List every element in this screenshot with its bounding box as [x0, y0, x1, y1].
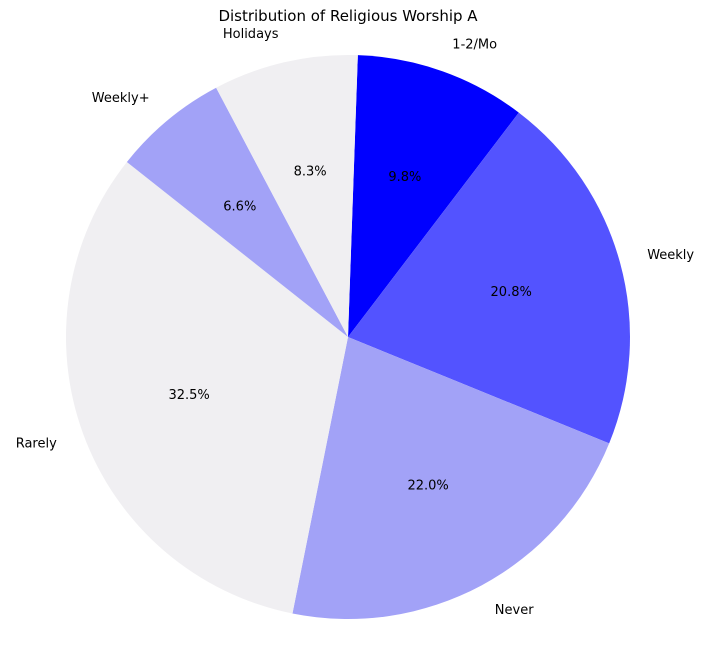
slice-label-rarely: Rarely [16, 436, 57, 451]
percent-label-holidays: 8.3% [294, 165, 327, 180]
pie-slice-1-2-mo [348, 55, 519, 338]
pie-slice-rarely [65, 161, 348, 614]
slice-label-1-2-mo: 1-2/Mo [452, 37, 497, 52]
percent-label-weekly: 20.8% [491, 285, 532, 300]
chart-title: Distribution of Religious Worship A [218, 7, 478, 25]
percent-label-never: 22.0% [407, 479, 448, 494]
pie-slice-never [292, 337, 610, 620]
slice-label-never: Never [495, 603, 534, 618]
pie-slice-weekly [126, 87, 348, 337]
percent-label-1-2-mo: 9.8% [388, 170, 421, 185]
slice-label-weekly: Weekly [647, 248, 694, 263]
pie-slice-weekly [348, 112, 630, 444]
slice-labels: 9.8% 1-2/Mo 20.8% Weekly 22.0% Never 32.5% Rare… [16, 27, 695, 618]
percent-label-weekly: 6.6% [223, 199, 256, 214]
slice-label-holidays: Holidays [223, 27, 279, 42]
pie-slices [65, 54, 630, 620]
percent-label-rarely: 32.5% [168, 388, 209, 403]
pie-slice-holidays [216, 54, 358, 337]
slice-label-weekly: Weekly+ [92, 91, 150, 106]
